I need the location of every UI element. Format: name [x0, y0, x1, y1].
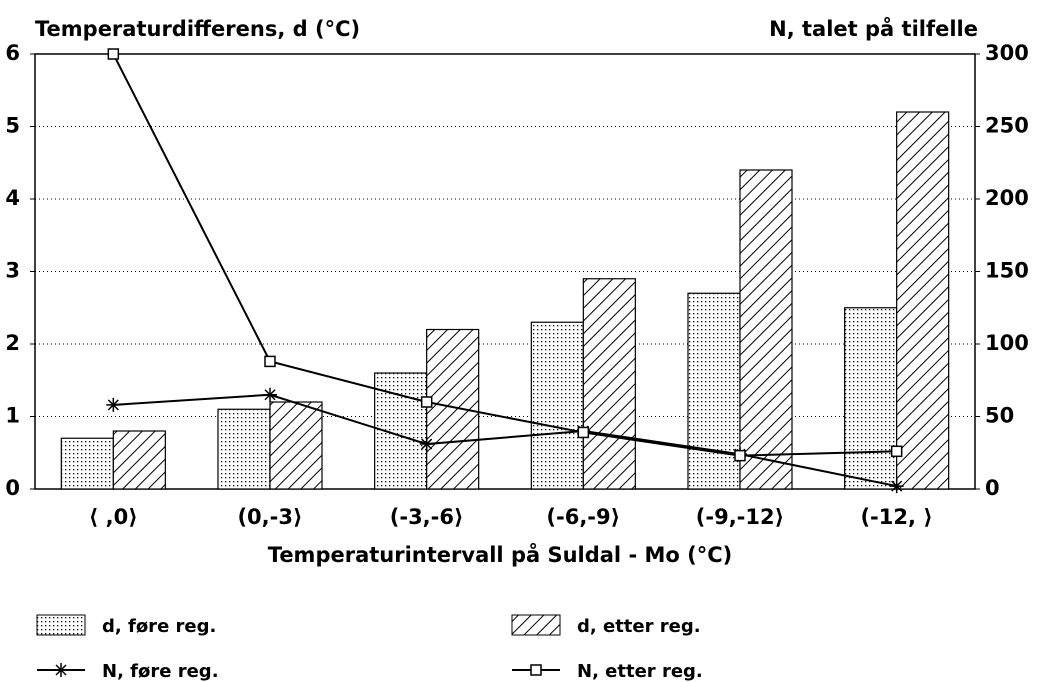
- plot-frame: [34, 53, 976, 490]
- marker: [734, 449, 746, 462]
- y2-tick-label: 200: [985, 186, 1029, 210]
- bar: [739, 169, 793, 490]
- x-tick-label: (-3,-6⟩: [390, 505, 464, 529]
- y2-tick-label: 50: [985, 404, 1014, 428]
- legend-label: N, etter reg.: [577, 661, 703, 682]
- y2-tick-label: 100: [985, 331, 1029, 355]
- marker: [577, 426, 590, 439]
- y-tick-label: 6: [5, 41, 20, 65]
- marker: [890, 445, 903, 458]
- x-tick-label: ⟨ ,0⟩: [89, 505, 138, 529]
- legend-swatch: [36, 614, 86, 636]
- legend-marker: [54, 663, 68, 677]
- y-tick-label: 3: [5, 259, 20, 283]
- y2-tick-label: 250: [985, 114, 1029, 138]
- marker: [264, 355, 276, 368]
- marker: [107, 48, 120, 60]
- bar: [426, 328, 480, 490]
- bar: [217, 408, 271, 490]
- y2-tick-label: 150: [985, 259, 1029, 283]
- y2-tick-label: 300: [985, 41, 1029, 65]
- chart-title: Temperaturdifferens, d (°C): [35, 17, 360, 41]
- line: [113, 393, 897, 488]
- bar: [112, 430, 166, 490]
- y-tick-label: 0: [5, 476, 20, 500]
- x-tick-label: (-6,-9⟩: [546, 505, 620, 529]
- marker: [106, 397, 121, 412]
- marker: [889, 479, 904, 494]
- bar: [269, 401, 323, 490]
- line: [112, 53, 897, 457]
- bar: [582, 278, 636, 490]
- y-tick-label: 2: [5, 331, 20, 355]
- bar: [60, 437, 114, 490]
- y-tick-label: 5: [5, 114, 20, 138]
- marker: [420, 396, 433, 408]
- y-tick-label: 1: [5, 404, 20, 428]
- x-tick-label: (0,-3⟩: [237, 505, 302, 529]
- legend-label: d, etter reg.: [577, 616, 701, 637]
- bar: [844, 307, 898, 490]
- marker: [263, 387, 277, 402]
- x-tick-label: (-9,-12⟩: [696, 505, 784, 529]
- x-tick-label: (-12, ⟩: [860, 505, 932, 529]
- marker: [419, 437, 434, 452]
- legend-label: N, føre reg.: [102, 661, 219, 682]
- bar: [687, 292, 741, 490]
- legend-label: d, føre reg.: [102, 616, 216, 637]
- bar: [530, 321, 584, 490]
- bar: [896, 111, 950, 490]
- legend-marker: [530, 664, 542, 676]
- x-axis-label: Temperaturintervall på Suldal - Mo (°C): [268, 542, 732, 567]
- y-tick-label: 4: [5, 186, 20, 210]
- y2-axis-label: N, talet på tilfelle: [769, 16, 978, 41]
- y2-tick-label: 0: [985, 476, 1000, 500]
- legend-swatch: [511, 614, 561, 636]
